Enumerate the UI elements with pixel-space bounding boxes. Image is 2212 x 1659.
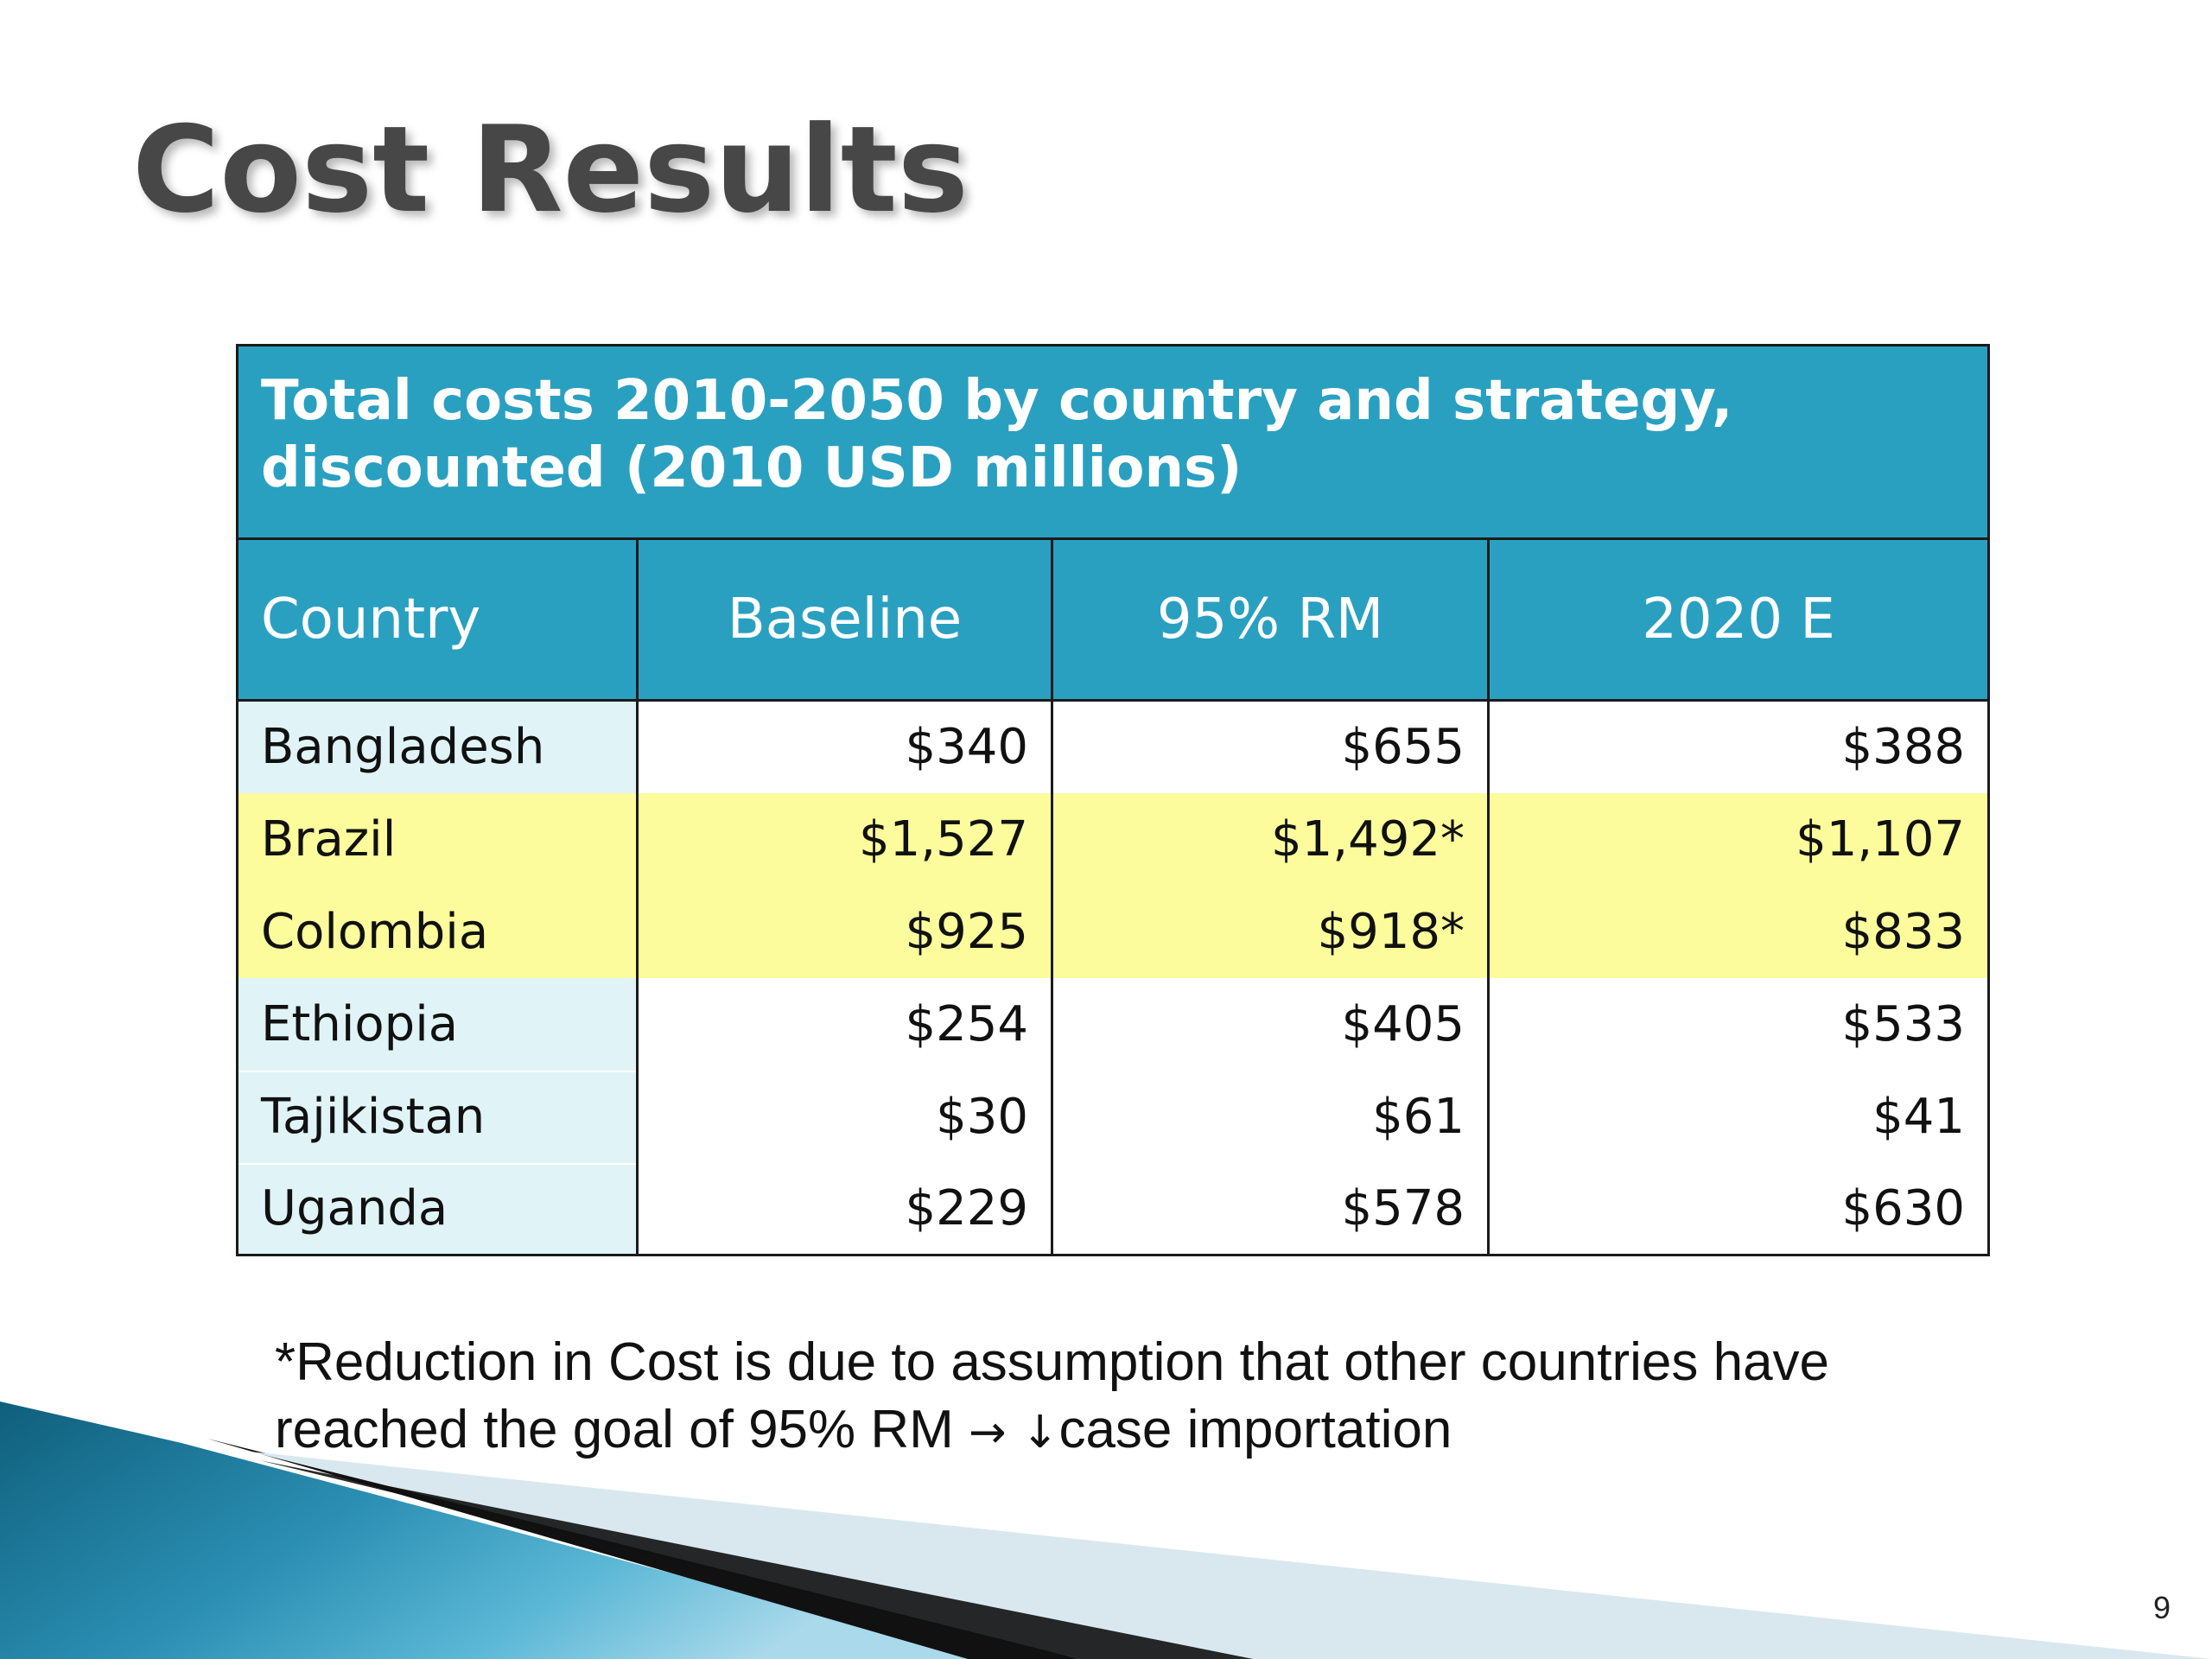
table-row: Bangladesh $340 $655 $388 [236, 700, 1991, 793]
baseline-cell: $30 [636, 1070, 1053, 1163]
table-row: Uganda $229 $578 $630 [236, 1162, 1991, 1256]
e2020-cell: $1,107 [1486, 792, 1991, 886]
table-row: Brazil $1,527 $1,492* $1,107 [236, 792, 1991, 886]
baseline-cell: $229 [636, 1162, 1053, 1256]
country-cell: Tajikistan [236, 1070, 639, 1163]
header-95-rm: 95% RM [1051, 537, 1490, 702]
decorative-swoosh [0, 1402, 2212, 1659]
slide-title: Cost Results [132, 100, 969, 239]
baseline-cell: $1,527 [636, 792, 1053, 886]
table-row: Ethiopia $254 $405 $533 [236, 977, 1991, 1071]
e2020-cell: $388 [1486, 700, 1991, 793]
baseline-cell: $925 [636, 885, 1053, 978]
country-cell: Brazil [236, 792, 639, 886]
rm95-cell: $405 [1051, 977, 1490, 1071]
footnote-line-1: *Reduction in Cost is due to assumption … [275, 1332, 1830, 1392]
country-cell: Bangladesh [236, 700, 639, 793]
header-country: Country [236, 537, 639, 702]
country-cell: Colombia [236, 885, 639, 978]
table-header-row: Country Baseline 95% RM 2020 E [236, 537, 1991, 702]
e2020-cell: $833 [1486, 885, 1991, 978]
down-arrow-icon: ↓ [1020, 1407, 1059, 1459]
baseline-cell: $340 [636, 700, 1053, 793]
table-row: Colombia $925 $918* $833 [236, 885, 1991, 978]
cost-table: Total costs 2010-2050 by country and str… [235, 344, 1991, 1256]
table-row: Tajikistan $30 $61 $41 [236, 1070, 1991, 1163]
e2020-cell: $41 [1486, 1070, 1991, 1163]
rm95-cell: $61 [1051, 1070, 1490, 1163]
rm95-cell: $1,492* [1051, 792, 1490, 886]
rm95-cell: $578 [1051, 1162, 1490, 1256]
e2020-cell: $533 [1486, 977, 1991, 1071]
right-arrow-icon: → [969, 1407, 1007, 1459]
rm95-cell: $918* [1051, 885, 1490, 978]
table-caption: Total costs 2010-2050 by country and str… [235, 344, 1991, 540]
footnote-text: reached the goal of 95% RM [275, 1400, 969, 1459]
header-2020-e: 2020 E [1486, 537, 1991, 702]
country-cell: Uganda [236, 1162, 639, 1256]
e2020-cell: $630 [1486, 1162, 1991, 1256]
rm95-cell: $655 [1051, 700, 1490, 793]
page-number: 9 [2152, 1590, 2171, 1625]
footnote: *Reduction in Cost is due to assumption … [275, 1329, 2003, 1466]
baseline-cell: $254 [636, 977, 1053, 1071]
footnote-text: case importation [1058, 1400, 1452, 1459]
country-cell: Ethiopia [236, 977, 639, 1071]
footnote-line-2: reached the goal of 95% RM → ↓case impor… [275, 1396, 2003, 1466]
header-baseline: Baseline [636, 537, 1053, 702]
